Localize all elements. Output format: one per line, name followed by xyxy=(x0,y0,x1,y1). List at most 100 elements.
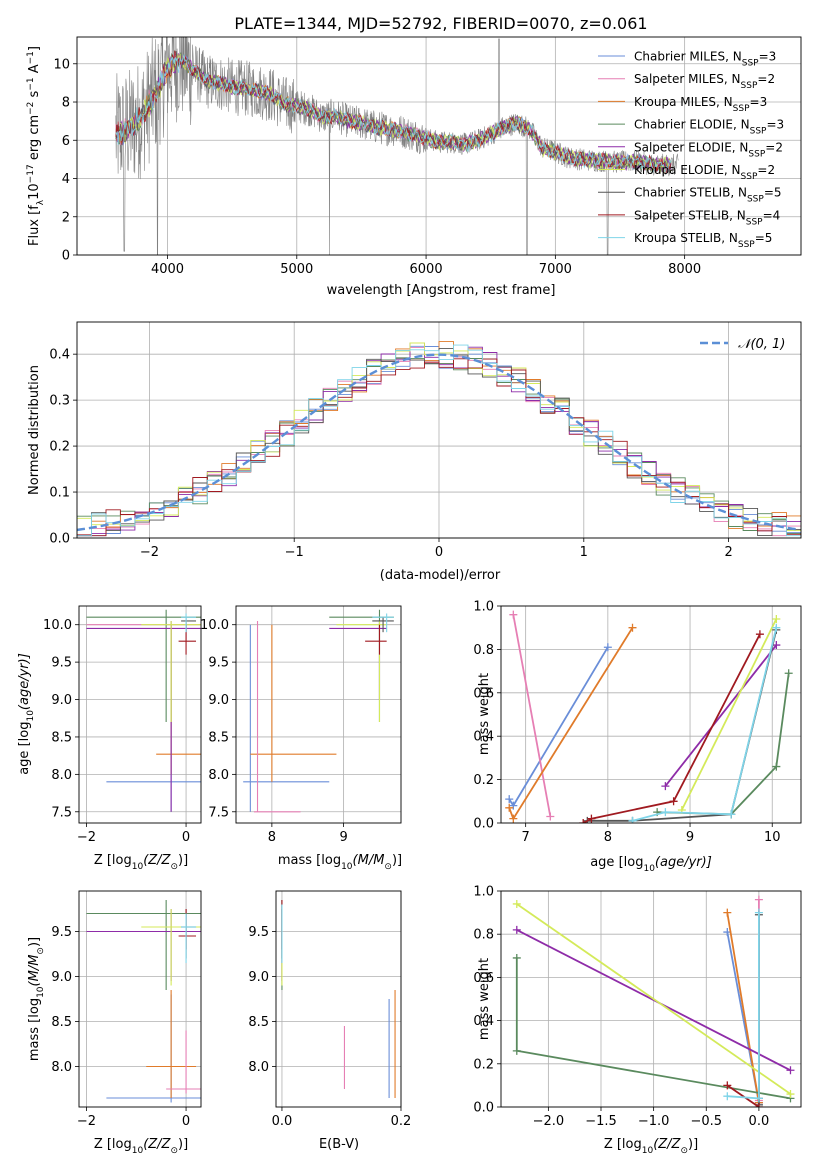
errorbar-point xyxy=(141,909,201,986)
weight-marker xyxy=(579,819,588,823)
label-part: (age/yr)] xyxy=(17,653,32,710)
y-tick-label: 0.4 xyxy=(473,730,494,745)
y-tick-label: 0.3 xyxy=(49,394,70,409)
weight-series xyxy=(723,928,763,1107)
label-part: =2 xyxy=(757,72,775,86)
axes-mass_vs_Z: −2 08.08.59.09.5Z [log10(Z/Z⊙)]mass [log1… xyxy=(27,890,202,1156)
legend-label: Chabrier ELODIE, NSSP=3 xyxy=(634,118,784,137)
weight-line xyxy=(516,903,792,1095)
axes-frame xyxy=(500,890,802,1108)
figure-title: PLATE=1344, MJD=52792, FIBERID=0070, z=0… xyxy=(234,14,647,33)
weight-series xyxy=(677,615,781,814)
x-axis-label: Z [log10(Z/Z⊙)] xyxy=(94,853,188,872)
label-part: Kroupa ELODIE, N xyxy=(634,163,741,177)
x-tick-label: −2 xyxy=(140,545,159,560)
axes-frame xyxy=(78,605,202,824)
label-part: 10 xyxy=(27,183,42,200)
x-tick-label: 4000 xyxy=(151,262,184,277)
label-part: Z [log xyxy=(94,1137,132,1152)
y-tick-label: 1.0 xyxy=(473,600,494,615)
x-axis-label: wavelength [Angstrom, rest frame] xyxy=(327,283,556,298)
y-tick-label: 7.5 xyxy=(51,805,72,820)
label-part: −2 xyxy=(26,102,36,115)
y-tick-label: 8.5 xyxy=(51,730,72,745)
x-tick-label: 9 xyxy=(339,830,347,845)
weight-marker xyxy=(772,641,781,650)
errorbar-point xyxy=(181,913,197,963)
weight-series xyxy=(579,630,764,823)
errorbar-point xyxy=(329,620,387,700)
x-tick-label: −2 xyxy=(77,1114,96,1129)
axes-frame xyxy=(78,890,202,1108)
weight-line xyxy=(516,929,791,1072)
axes-frame xyxy=(235,605,402,824)
errorbar-point xyxy=(178,909,197,950)
y-tick-label: 4 xyxy=(62,172,70,187)
x-tick-label: 0.2 xyxy=(391,1114,412,1129)
label-part: ⊙ xyxy=(384,862,392,872)
label-part: −17 xyxy=(26,164,36,183)
label-part: ⊙ xyxy=(36,947,46,955)
label-part: SSP xyxy=(750,127,767,137)
weight-marker xyxy=(603,643,612,652)
weight-series xyxy=(723,1081,763,1107)
weight-series xyxy=(628,623,781,823)
label-part: Salpeter MILES, N xyxy=(634,72,741,86)
y-tick-label: 0.4 xyxy=(473,1014,494,1029)
errorbar-point xyxy=(86,620,201,640)
y-axis-label: mass [log10(M/M⊙)] xyxy=(27,937,46,1061)
label-part: (M/M xyxy=(353,853,385,868)
label-part: SSP xyxy=(747,195,764,205)
weight-marker xyxy=(754,1094,763,1103)
errorbar-point xyxy=(253,620,301,813)
y-tick-label: 0.4 xyxy=(49,348,70,363)
label-part: =5 xyxy=(764,186,782,200)
label-part: −1 xyxy=(26,51,36,64)
plot-area-residuals xyxy=(77,341,801,538)
weight-series xyxy=(505,643,612,810)
errorbar-point xyxy=(86,609,201,722)
plot-area-age_vs_Z xyxy=(86,609,201,812)
plot-area-spectrum xyxy=(115,37,679,255)
x-tick-label: 1 xyxy=(580,545,588,560)
axes-age_vs_mass: 8 9 7.5 8.0 8.5 9.0 9.5 10.0 mass [log10(M/M⊙)] xyxy=(200,605,402,872)
weight-line xyxy=(664,644,778,787)
weight-marker xyxy=(772,615,781,624)
weight-series xyxy=(583,625,781,823)
weight-series xyxy=(512,925,795,1075)
weight-series xyxy=(653,669,793,819)
label-part: Chabrier ELODIE, N xyxy=(634,118,750,132)
y-tick-label: 0.0 xyxy=(49,532,70,547)
weight-series xyxy=(723,908,763,1103)
y-tick-label: 8.0 xyxy=(51,768,72,783)
label-part: λ xyxy=(36,199,46,205)
legend-label: Chabrier MILES, NSSP=3 xyxy=(634,50,776,69)
model-spectrum xyxy=(115,53,672,174)
weight-marker xyxy=(509,610,518,619)
axes-age_vs_Z: −2 07.58.08.59.09.510.0Z [log10(Z/Z⊙)]age… xyxy=(17,605,202,872)
label-part: 10 xyxy=(26,710,36,722)
x-tick-label: −2 xyxy=(77,830,96,845)
legend-label: 𝒩(0, 1) xyxy=(738,337,785,352)
label-part: 10 xyxy=(132,862,144,872)
y-axis-label: Normed distribution xyxy=(27,365,42,495)
label-part: )] xyxy=(178,853,188,868)
weight-series xyxy=(661,641,781,791)
weight-marker xyxy=(505,803,514,812)
weight-marker xyxy=(772,762,781,771)
weight-line xyxy=(726,1084,760,1107)
y-tick-label: 8.0 xyxy=(208,768,229,783)
weight-marker xyxy=(786,1066,795,1075)
legend-label: Kroupa ELODIE, NSSP=2 xyxy=(634,163,775,182)
label-part: SSP xyxy=(741,81,758,91)
y-tick-label: 8.0 xyxy=(248,1060,269,1075)
y-tick-label: 0.2 xyxy=(473,1057,494,1072)
errorbar-point xyxy=(243,624,330,812)
label-part: (Z/Z xyxy=(143,853,171,868)
x-axis-label: E(B-V) xyxy=(319,1137,359,1152)
errorbar-point xyxy=(250,624,337,782)
label-part: ] xyxy=(27,46,42,51)
x-tick-label: 10 xyxy=(764,830,781,845)
label-part: (Z/Z xyxy=(143,1137,171,1152)
